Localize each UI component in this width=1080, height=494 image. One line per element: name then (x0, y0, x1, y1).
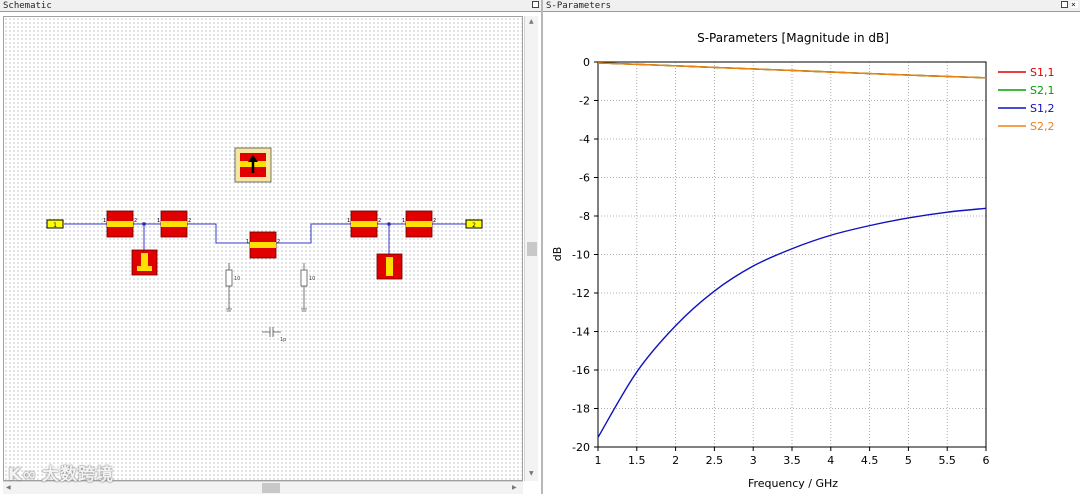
y-tick-label: 0 (583, 56, 590, 69)
tline-3: 1 2 (246, 231, 280, 259)
x-tick-label: 2 (672, 454, 679, 467)
x-tick-label: 3.5 (783, 454, 801, 467)
capacitor (262, 327, 281, 337)
x-tick-label: 5.5 (938, 454, 956, 467)
y-tick-label: -12 (572, 287, 590, 300)
tline-5: 1 2 (402, 210, 436, 238)
capacitor-label: 1p (280, 337, 286, 343)
maximize-icon[interactable] (1061, 1, 1068, 8)
x-tick-label: 6 (983, 454, 990, 467)
svg-text:2: 2 (134, 218, 137, 224)
close-icon[interactable]: × (1071, 1, 1078, 9)
horizontal-scrollbar[interactable]: ◀ ▶ (3, 481, 523, 494)
port-2-label: 2 (472, 222, 476, 229)
legend-entry: S1,2 (1030, 102, 1054, 115)
port-1: 1 (46, 219, 64, 229)
stub-left (131, 249, 158, 276)
x-tick-label: 4.5 (861, 454, 879, 467)
x-tick-label: 1.5 (628, 454, 646, 467)
schematic-pane: Schematic 1 (0, 0, 541, 494)
vertical-scrollbar[interactable]: ▲ ▼ (524, 16, 538, 481)
resistor-1-label: 10 (234, 276, 240, 282)
y-axis-label: dB (551, 247, 564, 262)
watermark: K∞ 大数跨境 (8, 460, 114, 485)
svg-text:1: 1 (103, 218, 106, 224)
legend-entry: S2,1 (1030, 84, 1054, 97)
tline-4: 1 2 (347, 210, 381, 238)
schematic-canvas[interactable]: 1 2 1 2 1 2 1 (3, 16, 523, 481)
schematic-title-bar: Schematic (0, 0, 541, 12)
y-tick-label: -16 (572, 364, 590, 377)
resistor-2-label: 10 (309, 276, 315, 282)
series-line-S2-2 (597, 62, 987, 79)
scroll-right-icon[interactable]: ▶ (512, 484, 517, 491)
svg-text:2: 2 (277, 239, 280, 245)
scroll-left-icon[interactable]: ◀ (6, 484, 11, 491)
vertical-scroll-thumb[interactable] (527, 242, 537, 256)
x-tick-label: 4 (827, 454, 834, 467)
grid (594, 61, 987, 451)
y-tick-label: -14 (572, 326, 590, 339)
legend-entry: S1,1 (1030, 66, 1054, 79)
schematic-title: Schematic (3, 1, 52, 11)
y-tick-label: -8 (579, 210, 590, 223)
y-tick-label: -2 (579, 95, 590, 108)
scroll-up-icon[interactable]: ▲ (529, 18, 534, 25)
sparams-title: S-Parameters (546, 1, 612, 11)
tline-2: 1 2 (157, 210, 191, 238)
x-axis-label: Frequency / GHz (748, 477, 838, 490)
y-tick-label: -20 (572, 441, 590, 454)
chart-title: S-Parameters [Magnitude in dB] (697, 31, 889, 45)
legend-entry: S2,2 (1030, 120, 1054, 133)
scroll-down-icon[interactable]: ▼ (529, 470, 534, 477)
x-tick-label: 5 (905, 454, 912, 467)
legend: S1,1 S2,1 S1,2 S2,2 (998, 66, 1054, 133)
svg-text:2: 2 (378, 218, 381, 224)
sparams-title-bar: S-Parameters × (543, 0, 1080, 12)
svg-text:1: 1 (246, 239, 249, 245)
schematic-drawing: 1 2 1 2 1 2 1 (46, 147, 483, 343)
tline-1: 1 2 (103, 210, 137, 238)
watermark-logo-icon: K∞ (8, 465, 38, 485)
x-tick-label: 3 (750, 454, 757, 467)
svg-text:1: 1 (157, 218, 160, 224)
port-2: 2 (465, 219, 483, 229)
horizontal-scroll-thumb[interactable] (262, 483, 280, 493)
svg-text:1: 1 (347, 218, 350, 224)
wires (64, 223, 466, 255)
svg-text:2: 2 (188, 218, 191, 224)
pane-divider[interactable] (541, 0, 543, 494)
svg-text:2: 2 (433, 218, 436, 224)
y-tick-label: -18 (572, 403, 590, 416)
stub-right (376, 253, 403, 280)
y-tick-label: -6 (579, 172, 590, 185)
resistor-1 (225, 263, 233, 312)
sparams-pane: S-Parameters × S-Parameters [Magnitude i… (543, 0, 1080, 494)
port-1-label: 1 (53, 222, 57, 229)
x-tick-label: 2.5 (706, 454, 724, 467)
watermark-text: 大数跨境 (42, 465, 114, 485)
maximize-icon[interactable] (532, 1, 539, 8)
series (597, 62, 987, 438)
y-tick-label: -4 (579, 133, 590, 146)
tick-labels: 1 1.5 2 2.5 3 3.5 4 4.5 5 5.5 6 0 -2 -4 -6 -8 -10 -12 -14 -… (572, 56, 989, 467)
plot-frame (597, 61, 987, 448)
substrate-symbol (234, 147, 272, 183)
series-line-S1-2 (597, 207, 987, 438)
sparams-chart: S-Parameters [Magnitude in dB] Frequency… (551, 31, 1054, 490)
svg-text:1: 1 (402, 218, 405, 224)
x-tick-label: 1 (595, 454, 602, 467)
y-tick-label: -10 (572, 249, 590, 262)
resistor-2 (300, 263, 308, 312)
